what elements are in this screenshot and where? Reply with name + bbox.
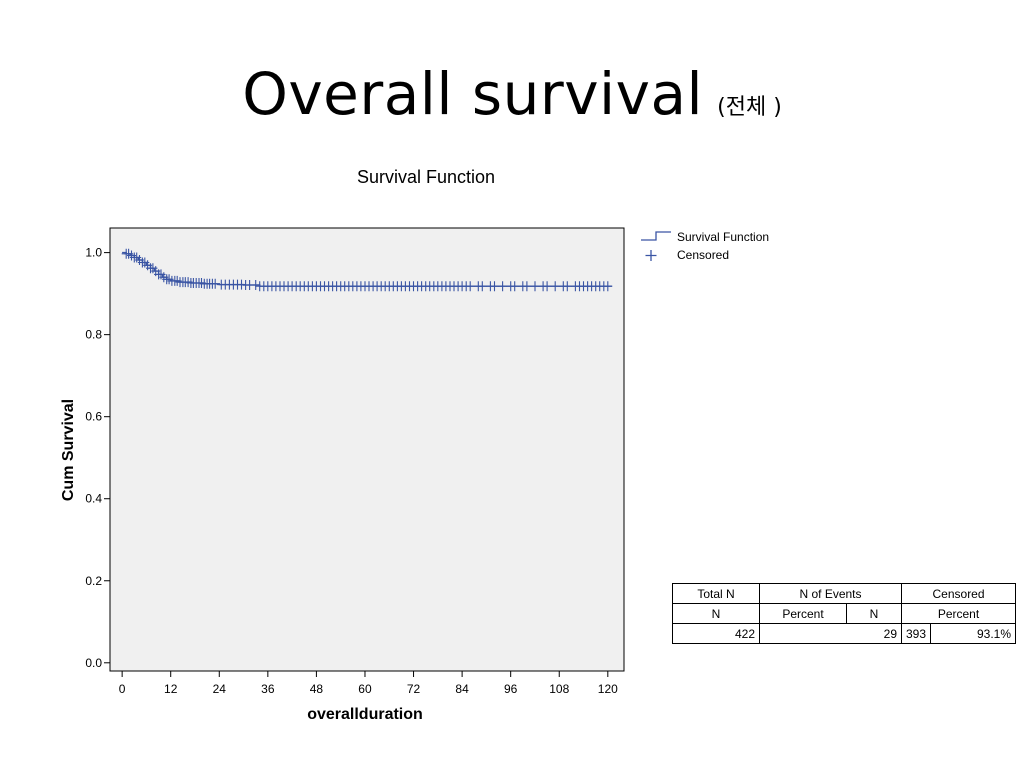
x-tick-label: 0 [119,682,126,696]
table-header-row: Total N N of Events Censored [672,583,1017,604]
x-axis-label: overallduration [307,706,423,723]
censored-mark [522,281,532,292]
subheader-n: N [672,603,760,624]
y-axis-label: Cum Survival [60,399,77,501]
x-tick-label: 72 [407,682,421,696]
censored-mark [490,281,499,292]
x-tick-label: 84 [455,682,469,696]
censored-mark [465,281,475,292]
y-tick-label: 1.0 [85,246,102,260]
case-summary-table: Total N N of Events Censored N Percent N… [672,583,1017,644]
table-subheader-row: N Percent N Percent [672,603,1017,624]
plot-area [109,227,625,672]
header-total-n: Total N [672,583,760,604]
x-tick-label: 60 [358,682,372,696]
cell-n-events: 29 [759,623,902,644]
title-subtitle: (전체 ) [717,95,782,120]
cell-censored-percent: 93.1% [930,623,1017,644]
censored-mark [550,281,560,292]
subheader-percent-censored: Percent [900,603,1017,624]
censored-mark [251,280,261,290]
x-tick-label: 24 [213,682,227,696]
censored-mark [542,281,552,292]
censored-mark [498,281,508,292]
legend-censored-symbol [645,250,657,261]
y-tick-label: 0.8 [85,328,102,342]
header-censored: Censored [900,583,1017,604]
y-axis: 0.0 0.2 0.4 0.6 0.8 1.0 [85,246,110,670]
x-tick-label: 120 [598,682,618,696]
header-n-events: N of Events [759,583,902,604]
slide-title: Overall survival (전체 ) [0,60,1024,128]
y-tick-label: 0.6 [85,410,102,424]
x-tick-label: 36 [261,682,275,696]
x-tick-label: 12 [164,682,178,696]
title-main: Overall survival [242,60,704,128]
censor-layer [121,248,613,292]
legend-label-censored: Censored [677,248,729,262]
censored-mark [510,281,520,292]
y-tick-label: 0.2 [85,574,102,588]
cell-total-n: 422 [672,623,760,644]
y-tick-label: 0.0 [85,656,102,670]
censored-mark [530,281,540,292]
censored-mark [477,281,487,292]
censored-mark [603,281,613,292]
censored-mark [562,281,572,292]
chart-title: Survival Function [357,167,495,187]
y-tick-label: 0.4 [85,492,102,506]
cell-censored-n: 393 [900,623,932,644]
censored-mark [210,278,220,289]
x-tick-label: 96 [504,682,518,696]
subheader-n-censored: N [846,603,902,624]
x-tick-label: 48 [310,682,324,696]
subheader-percent: Percent [759,603,847,624]
table-row: 422 29 393 93.1% [672,623,1017,644]
x-axis: 0 12 24 36 48 60 72 84 96 108 120 [119,671,618,696]
x-tick-label: 108 [549,682,569,696]
legend-step-symbol [641,231,671,241]
legend: Survival Function Censored [641,230,769,262]
legend-label-survival: Survival Function [677,230,769,244]
